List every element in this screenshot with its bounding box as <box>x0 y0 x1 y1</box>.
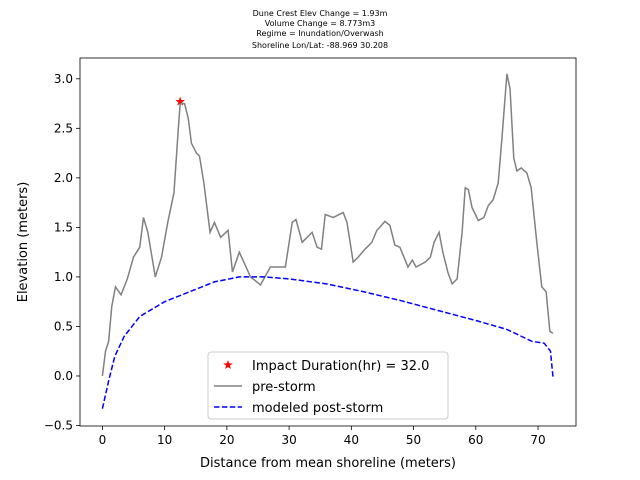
x-tick-label: 60 <box>468 433 483 447</box>
y-tick-label: 3.0 <box>54 72 73 86</box>
x-tick-label: 30 <box>281 433 296 447</box>
marker <box>175 96 185 106</box>
x-axis-label: Distance from mean shoreline (meters) <box>200 456 456 471</box>
y-tick-label: 0.5 <box>54 319 73 333</box>
y-tick-label: −0.5 <box>44 419 73 433</box>
title-line: Shoreline Lon/Lat: -88.969 30.208 <box>252 41 388 50</box>
x-tick-label: 20 <box>219 433 234 447</box>
line <box>101 73 554 377</box>
title-line: Regime = Inundation/Overwash <box>256 29 383 38</box>
legend-label: pre-storm <box>252 380 316 395</box>
y-tick-label: 2.5 <box>54 121 73 135</box>
x-tick-label: 40 <box>344 433 359 447</box>
y-tick-label: 0.0 <box>54 369 73 383</box>
legend-label: Impact Duration(hr) = 32.0 <box>252 359 429 374</box>
x-tick-label: 0 <box>99 433 107 447</box>
title-line: Volume Change = 8.773m3 <box>265 19 376 28</box>
y-tick-label: 1.5 <box>54 220 73 234</box>
legend-marker <box>223 360 233 370</box>
x-tick-label: 50 <box>406 433 421 447</box>
y-axis-label: Elevation (meters) <box>16 182 31 303</box>
y-tick-label: 1.0 <box>54 270 73 284</box>
title-line: Dune Crest Elev Change = 1.93m <box>253 9 388 18</box>
legend-label: modeled post-storm <box>252 401 383 416</box>
plot-frame <box>79 57 577 427</box>
x-tick-label: 10 <box>157 433 172 447</box>
y-tick-label: 2.0 <box>54 171 73 185</box>
legend-box <box>207 351 449 420</box>
x-tick-label: 70 <box>530 433 545 447</box>
line <box>101 276 554 409</box>
